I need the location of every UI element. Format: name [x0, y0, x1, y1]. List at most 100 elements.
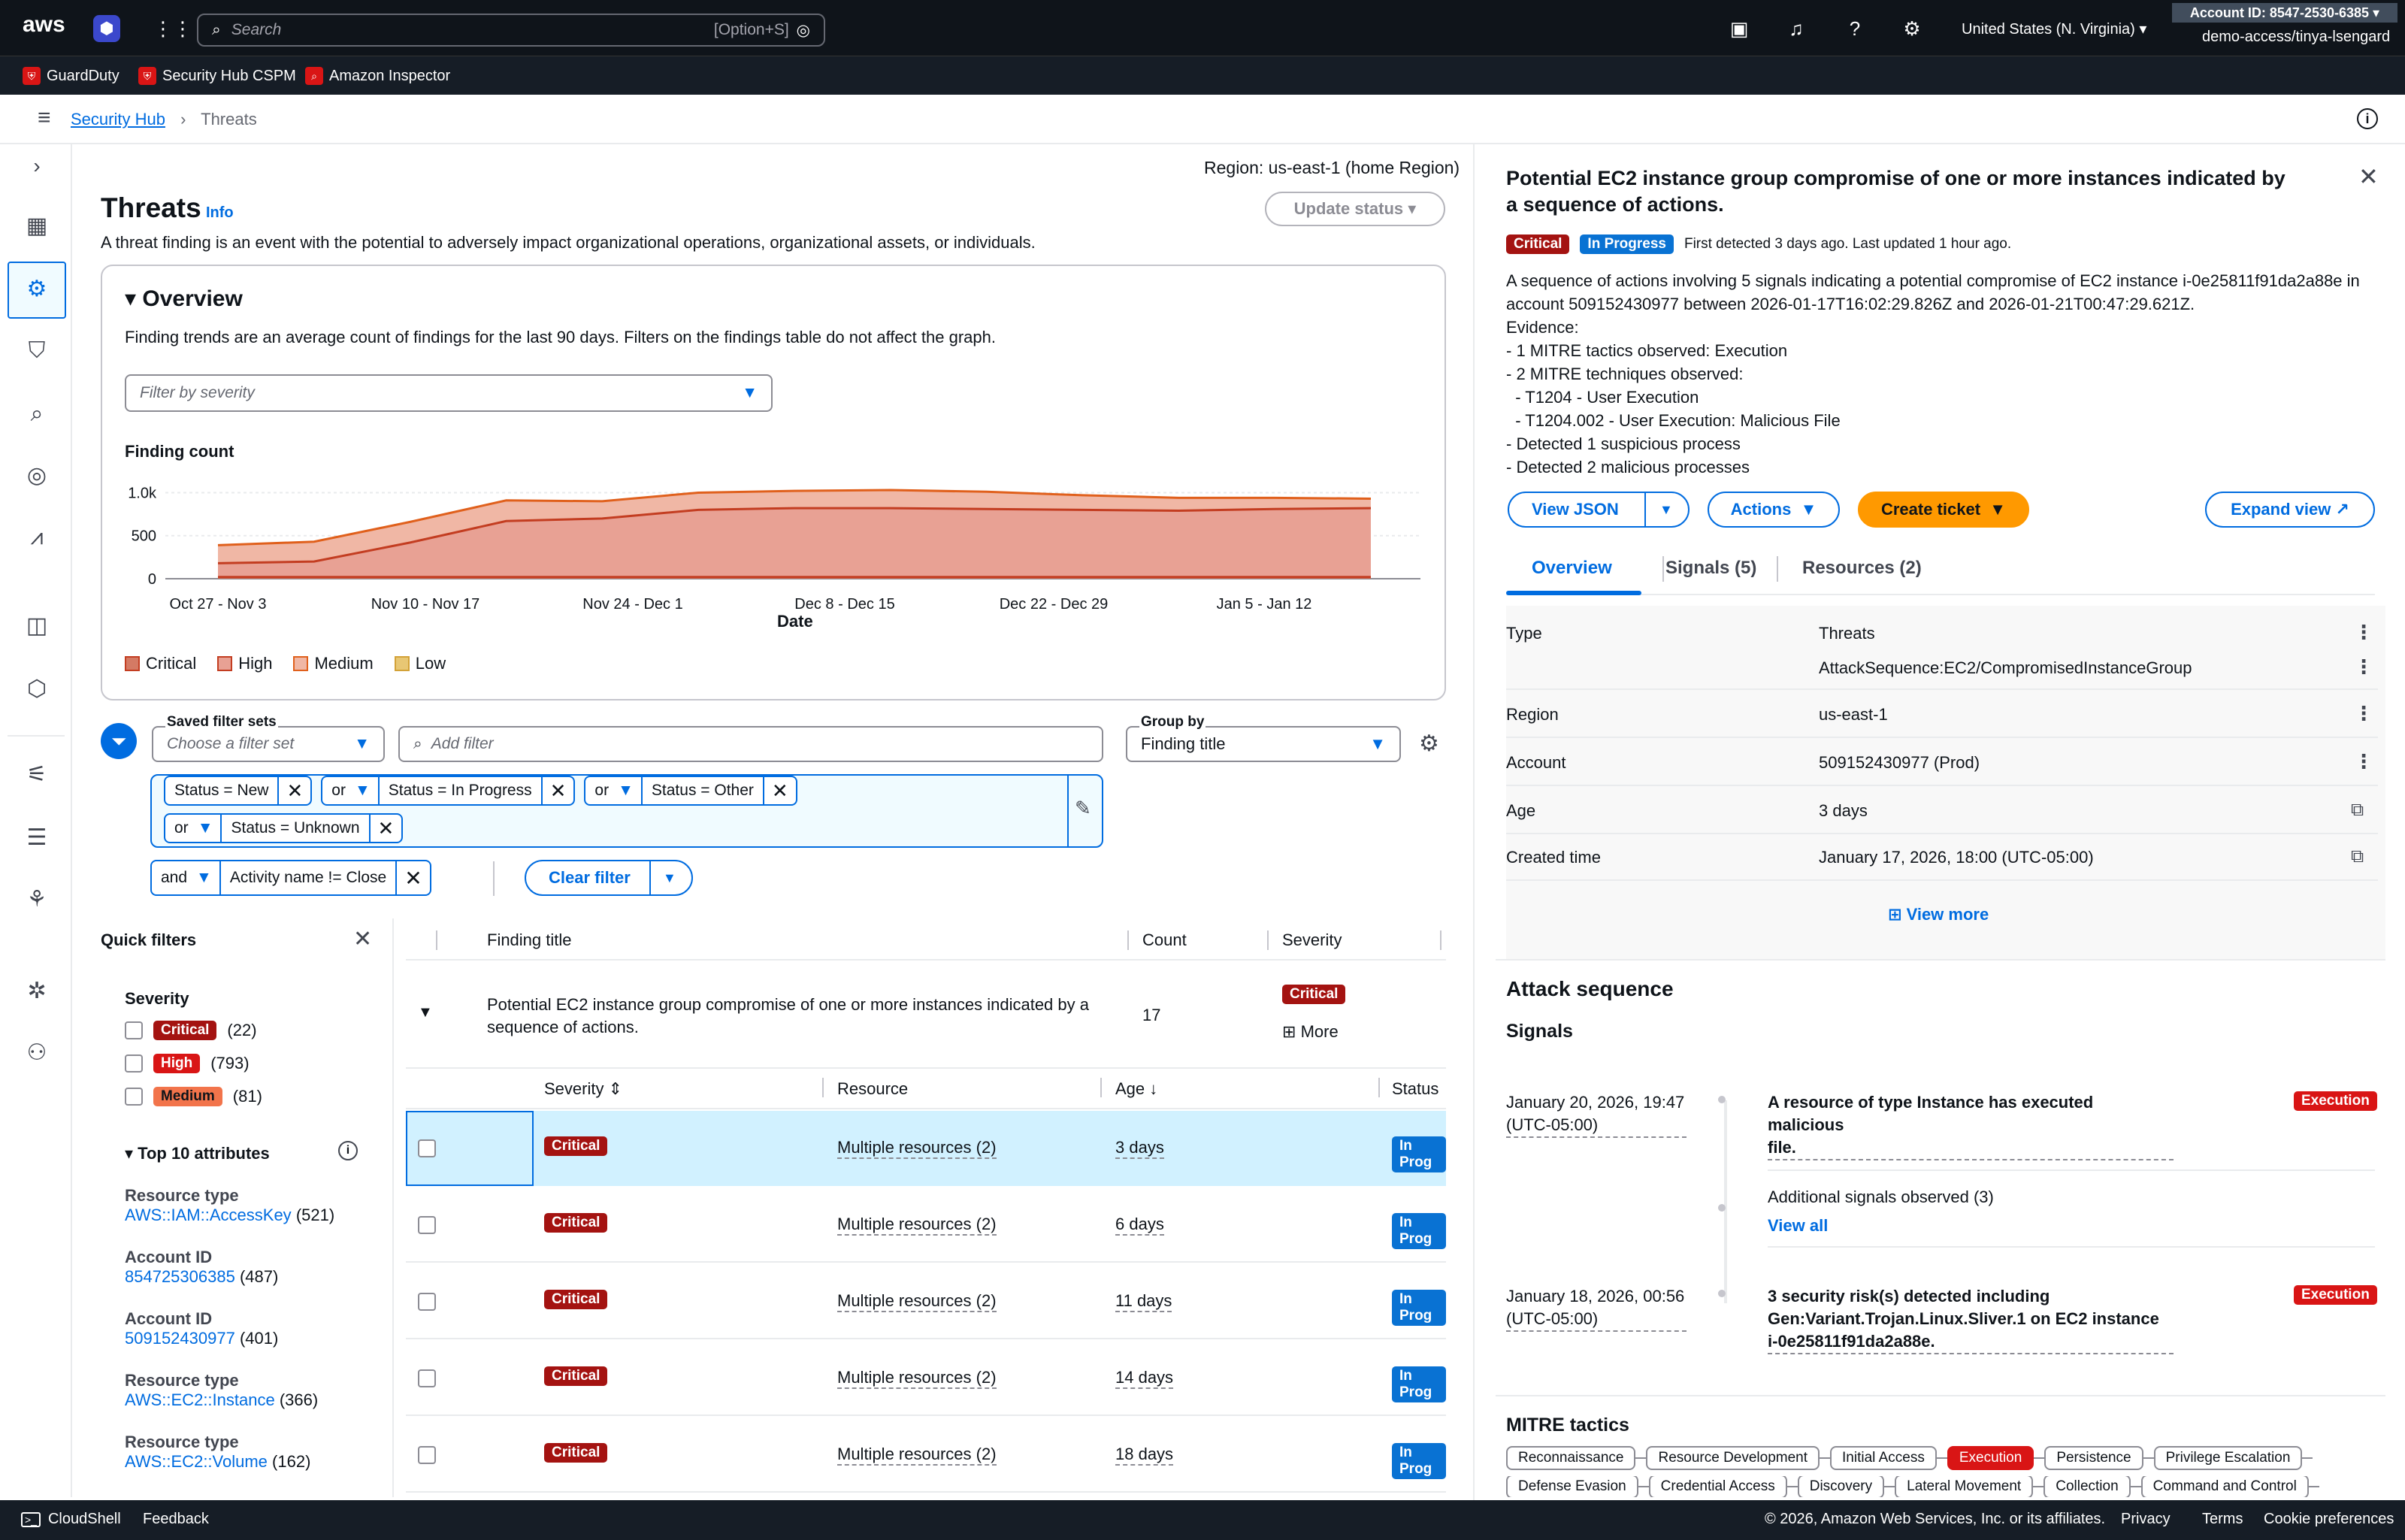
table-settings-icon[interactable]: ⚙ [1419, 731, 1439, 756]
col-finding-title[interactable]: Finding title [487, 930, 572, 949]
feedback-link[interactable]: Feedback [143, 1511, 209, 1527]
legend-item-high[interactable]: High [217, 654, 272, 673]
dashboard-icon[interactable]: ▦ [26, 213, 48, 238]
sub-col-age[interactable]: Age ↓ [1115, 1079, 1158, 1098]
severity-medium-option[interactable]: Medium (81) [125, 1087, 262, 1106]
info-icon[interactable]: i [338, 1141, 358, 1160]
expand-nav-icon[interactable]: › [33, 154, 41, 177]
table-row[interactable]: Critical Multiple resources (2) 18 days … [406, 1417, 1446, 1493]
cloudshell-icon[interactable]: ▣ [1729, 17, 1749, 40]
severity-critical-option[interactable]: Critical (22) [125, 1021, 262, 1040]
view-more-link[interactable]: ⊞ View more [1888, 905, 1989, 924]
terms-link[interactable]: Terms [2202, 1511, 2243, 1527]
row-checkbox[interactable] [418, 1216, 436, 1234]
checklist-icon[interactable]: ☰ [26, 825, 47, 850]
user-menu[interactable]: demo-access/tinya-lsengard [2202, 29, 2391, 45]
signal-text[interactable]: 3 security risk(s) detected including Gen… [1768, 1285, 2174, 1354]
and-filter-token[interactable]: and ▼ Activity name != Close ✕ [150, 860, 431, 896]
attribute-link[interactable]: 509152430977 [125, 1329, 235, 1348]
menu-icon[interactable]: ≡ [38, 105, 51, 130]
sub-col-resource[interactable]: Resource [837, 1079, 909, 1098]
checkbox[interactable] [125, 1054, 143, 1073]
attribute-link[interactable]: AWS::EC2::Instance [125, 1390, 275, 1409]
cookie-preferences-link[interactable]: Cookie preferences [2264, 1511, 2394, 1527]
filter-token[interactable]: Status = New ✕ [164, 776, 313, 806]
col-severity[interactable]: Severity [1282, 930, 1342, 949]
checkbox[interactable] [125, 1021, 143, 1039]
legend-item-low[interactable]: Low [394, 654, 446, 673]
overview-toggle[interactable]: ▾ Overview [125, 286, 243, 311]
panel-divider[interactable] [1473, 144, 1475, 1500]
copy-icon[interactable]: ⧉ [2351, 846, 2364, 867]
caret-down-icon[interactable]: ▼ [196, 869, 212, 886]
severity-high-option[interactable]: High (793) [125, 1054, 262, 1073]
sub-col-status[interactable]: Status [1392, 1079, 1439, 1098]
inventory-icon[interactable]: ⬡ [26, 676, 47, 701]
settings-icon[interactable]: ⚙ [1903, 17, 1921, 40]
threats-nav-active[interactable] [8, 262, 66, 319]
caret-down-icon[interactable]: ▼ [354, 782, 371, 799]
info-icon[interactable]: i [2357, 108, 2378, 129]
edit-filter-icon[interactable]: ✎ [1075, 797, 1091, 819]
severity-filter-select[interactable]: Filter by severity ▼ [125, 374, 773, 412]
remove-token-icon[interactable]: ✕ [395, 861, 429, 894]
resource-link[interactable]: Multiple resources (2) [837, 1291, 997, 1312]
favorite-security-hub-cspm[interactable]: ⛨ Security Hub CSPM [138, 67, 296, 85]
more-options-icon[interactable]: ⋮ [2354, 655, 2373, 678]
remove-token-icon[interactable]: ✕ [277, 777, 310, 804]
resource-link[interactable]: Multiple resources (2) [837, 1445, 997, 1466]
resource-link[interactable]: Multiple resources (2) [837, 1215, 997, 1236]
col-count[interactable]: Count [1142, 930, 1187, 949]
account-id-badge[interactable]: Account ID: 8547-2530-6385 ▾ [2172, 3, 2397, 23]
remove-token-icon[interactable]: ✕ [540, 777, 574, 804]
filter-funnel-icon[interactable]: ⏷ [101, 723, 137, 759]
clear-filter-button[interactable]: Clear filter ▼ [525, 860, 693, 896]
view-json-button[interactable]: View JSON ▼ [1508, 492, 1690, 528]
more-options-icon[interactable]: ⋮ [2354, 621, 2373, 643]
more-options-icon[interactable]: ⋮ [2354, 702, 2373, 725]
resource-link[interactable]: Multiple resources (2) [837, 1368, 997, 1389]
group-by-select[interactable]: Finding title ▼ [1126, 726, 1401, 762]
legend-item-medium[interactable]: Medium [293, 654, 374, 673]
saved-filter-select[interactable]: Choose a filter set ▼ [152, 726, 385, 762]
help-icon[interactable]: ? [1849, 17, 1861, 40]
region-selector[interactable]: United States (N. Virginia) ▾ [1962, 21, 2147, 38]
search-input[interactable]: ⌕ Search [Option+S] ◎ [197, 14, 825, 47]
apps-grid-icon[interactable]: ⋮⋮ [153, 17, 192, 40]
row-checkbox[interactable] [418, 1139, 436, 1157]
caret-down-icon[interactable]: ▼ [649, 861, 676, 894]
attribute-link[interactable]: AWS::EC2::Volume [125, 1452, 268, 1471]
create-ticket-button[interactable]: Create ticket ▼ [1858, 492, 2029, 528]
attribute-link[interactable]: AWS::IAM::AccessKey [125, 1206, 292, 1224]
tab-signals[interactable]: Signals (5) [1665, 558, 1757, 578]
integrations-icon[interactable]: ⚘ [26, 887, 47, 912]
checkbox[interactable] [125, 1088, 143, 1106]
service-icon[interactable]: ⬢ [93, 15, 120, 42]
breadcrumb-security-hub[interactable]: Security Hub [71, 110, 165, 129]
filter-token[interactable]: or ▼ Status = In Progress ✕ [321, 776, 576, 806]
info-link[interactable]: Info [206, 204, 234, 221]
table-row[interactable]: Critical Multiple resources (2) 14 days … [406, 1341, 1446, 1416]
filter-token[interactable]: or ▼ Status = Other ✕ [584, 776, 797, 806]
search-findings-icon[interactable]: ⌕ [30, 401, 44, 426]
table-row[interactable]: Critical Multiple resources (2) 6 days I… [406, 1188, 1446, 1263]
remove-token-icon[interactable]: ✕ [762, 777, 796, 804]
caret-down-icon[interactable]: ▼ [618, 782, 634, 799]
attribute-link[interactable]: 854725306385 [125, 1267, 235, 1286]
shield-icon[interactable]: ⛉ [28, 338, 46, 363]
filter-token[interactable]: or ▼ Status = Unknown ✕ [164, 813, 404, 843]
automation-icon[interactable]: ✲ [27, 979, 47, 1003]
actions-button[interactable]: Actions ▼ [1708, 492, 1840, 528]
aws-logo[interactable]: aws [23, 12, 65, 37]
copy-icon[interactable]: ⧉ [2351, 800, 2364, 820]
row-checkbox[interactable] [418, 1293, 436, 1311]
collapse-caret-icon[interactable]: ▼ [418, 1004, 433, 1021]
row-checkbox[interactable] [418, 1446, 436, 1464]
more-options-icon[interactable]: ⋮ [2354, 750, 2373, 773]
target-icon[interactable]: ◎ [26, 463, 47, 488]
table-row[interactable]: Critical Multiple resources (2) 11 days … [406, 1264, 1446, 1339]
table-row[interactable]: Critical Multiple resources (2) 3 days I… [406, 1111, 1446, 1186]
privacy-link[interactable]: Privacy [2121, 1511, 2171, 1527]
resource-link[interactable]: Multiple resources (2) [837, 1138, 997, 1159]
tab-resources[interactable]: Resources (2) [1802, 558, 1922, 578]
